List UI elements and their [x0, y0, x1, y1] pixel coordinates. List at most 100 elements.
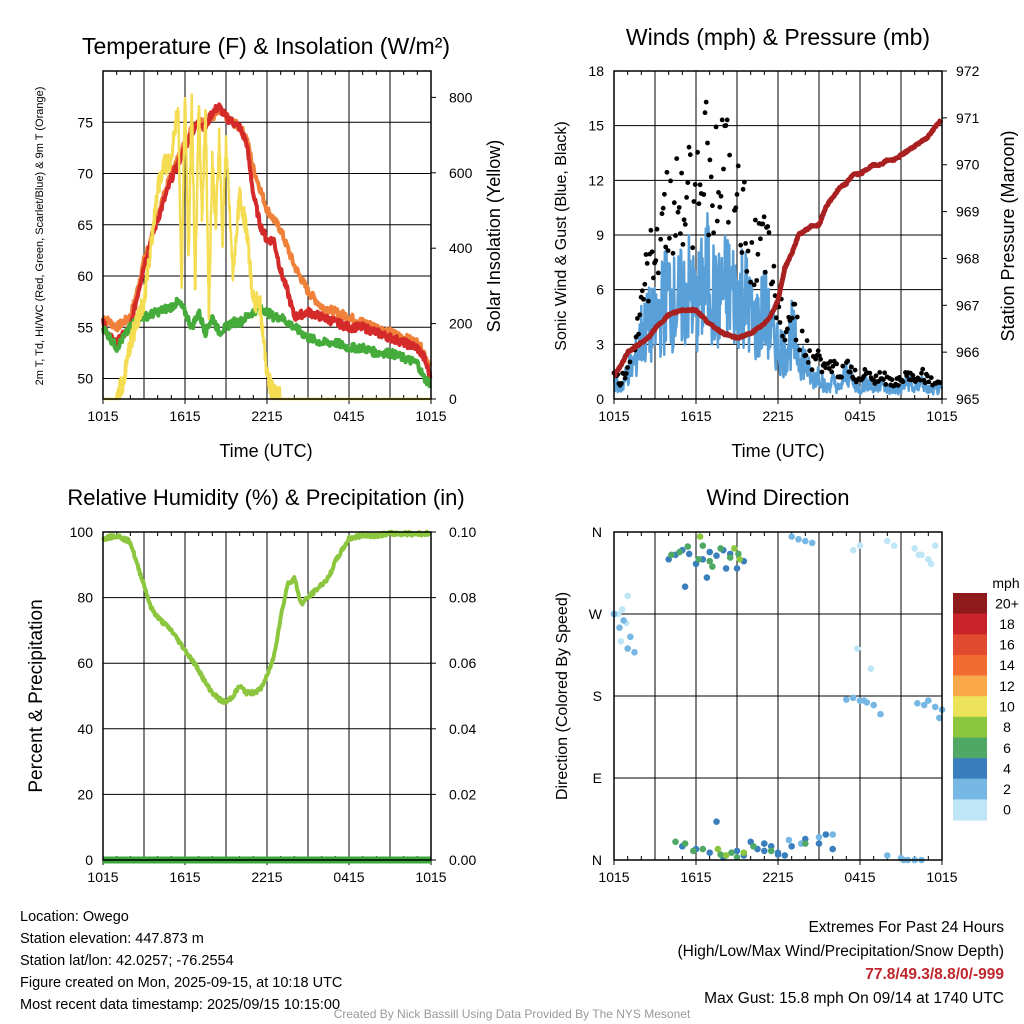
gust-dot	[734, 192, 740, 197]
direction-point	[631, 649, 638, 656]
direction-point	[931, 703, 939, 711]
direction-point	[788, 843, 795, 850]
gust-dot	[889, 377, 895, 383]
y-tick-label-left: 15	[588, 118, 604, 134]
direction-point	[802, 537, 809, 545]
direction-point	[854, 645, 861, 652]
direction-point	[709, 563, 716, 570]
gust-dot	[708, 174, 714, 180]
gust-dot	[682, 222, 688, 227]
humidity-left-axis-label: Percent & Precipitation	[26, 599, 47, 792]
direction-point	[849, 694, 857, 702]
y-tick-label-left: 12	[588, 172, 604, 188]
direction-point	[877, 710, 884, 718]
direction-point	[703, 574, 711, 581]
gust-dot	[663, 244, 669, 250]
direction-point	[829, 831, 836, 838]
gust-dot	[758, 236, 763, 242]
y-tick-label-right: 0.04	[449, 721, 476, 737]
plot-frame	[102, 70, 432, 400]
direction-point	[767, 843, 775, 850]
gust-dot	[807, 348, 812, 354]
legend-label: 12	[999, 678, 1015, 694]
direction-point	[714, 845, 722, 853]
y-tick-label-right: 969	[956, 204, 980, 220]
y-tick-label-left: 50	[77, 371, 93, 387]
legend-swatch	[953, 613, 987, 635]
gust-dot	[679, 170, 684, 176]
gust-dot	[740, 186, 746, 192]
x-tick-label: 0415	[333, 869, 364, 885]
direction-point	[733, 854, 741, 861]
direction-point	[925, 697, 932, 704]
temperature-panel: Temperature (F) & Insolation (W/m²) 2m T…	[34, 33, 504, 461]
gust-dot	[724, 117, 730, 123]
gust-dot	[873, 373, 879, 379]
legend-swatch	[953, 654, 987, 676]
gust-dot	[658, 236, 664, 242]
series-line	[101, 106, 433, 368]
gust-dot	[852, 367, 858, 373]
gust-dot	[928, 375, 934, 381]
gust-dot	[925, 373, 930, 379]
gust-dot	[919, 370, 924, 376]
x-tick-label: 1015	[415, 408, 446, 424]
y-tick-label-left: 100	[70, 524, 94, 540]
gust-dot	[895, 383, 901, 388]
gust-dot	[702, 110, 708, 116]
gust-dot	[646, 298, 651, 304]
legend-swatch	[953, 758, 987, 780]
gust-dot	[748, 279, 753, 285]
humidity-panel: Relative Humidity (%) & Precipitation (i…	[26, 485, 476, 885]
legend-label: 2	[1003, 781, 1011, 797]
recent-timestamp: Most recent data timestamp: 2025/09/15 1…	[20, 997, 341, 1013]
y-tick-label-left: 20	[77, 786, 93, 802]
y-tick-label-left: 3	[596, 336, 604, 352]
y-tick-label-left: E	[593, 770, 602, 786]
gust-dot	[671, 200, 677, 206]
gust-dot	[676, 205, 682, 210]
direction-point	[696, 533, 704, 540]
direction-point	[735, 550, 742, 558]
direction-point	[722, 565, 730, 572]
station-location: Location: Owego	[20, 909, 129, 925]
direction-point	[617, 638, 625, 645]
winds-panel: Winds (mph) & Pressure (mb) Sonic Wind &…	[553, 24, 1018, 461]
y-tick-label-right: 0.10	[449, 524, 476, 540]
direction-point	[774, 851, 782, 858]
direction-point	[781, 852, 789, 859]
x-tick-label: 2215	[762, 408, 793, 424]
gust-dot	[847, 369, 853, 375]
gust-dot	[766, 230, 772, 235]
direction-point	[736, 556, 743, 563]
gust-dot	[867, 370, 873, 376]
legend-label: 20+	[995, 595, 1019, 611]
gust-dot	[673, 233, 678, 238]
y-tick-label-right: 968	[956, 250, 980, 266]
direction-point	[722, 852, 730, 859]
legend-swatch	[953, 716, 987, 738]
gust-dot	[745, 248, 751, 254]
gust-dot	[690, 245, 696, 251]
gust-dot	[641, 296, 646, 302]
direction-point	[915, 551, 923, 559]
gust-dot	[834, 361, 839, 367]
x-tick-label: 2215	[251, 869, 282, 885]
gust-dot	[727, 152, 732, 158]
direction-point	[672, 838, 679, 846]
direction-point	[731, 545, 738, 552]
legend-swatch	[953, 696, 987, 718]
plot-frame	[102, 531, 432, 861]
direction-point	[699, 845, 707, 853]
direction-point	[867, 665, 875, 672]
legend-label: 16	[999, 637, 1015, 653]
gust-dot	[665, 248, 671, 254]
gust-dot	[738, 242, 744, 248]
gust-dot	[662, 191, 667, 197]
x-tick-label: 1615	[169, 408, 200, 424]
gust-dot	[882, 370, 887, 376]
direction-point	[618, 606, 626, 613]
gust-dot	[805, 360, 811, 365]
gust-dot	[828, 359, 833, 364]
y-tick-label-left: 60	[77, 268, 93, 284]
